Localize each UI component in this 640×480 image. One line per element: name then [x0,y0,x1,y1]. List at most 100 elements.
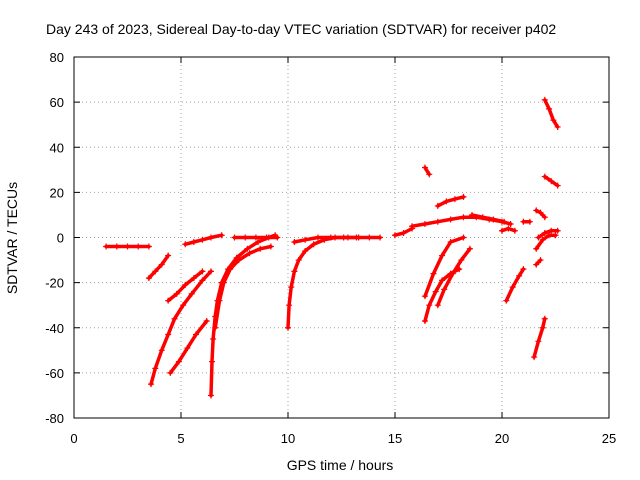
data-point [392,232,398,239]
data-point [288,284,295,291]
data-point [302,236,309,243]
series-s23 [531,315,548,361]
data-point [231,234,238,241]
data-point [210,336,217,343]
data-point [505,225,512,232]
data-point [447,216,454,223]
series-s11 [291,234,384,246]
data-point [257,245,264,252]
data-point [242,234,249,241]
series-s24 [533,257,544,268]
series-s20 [499,225,518,234]
data-point [533,207,540,214]
y-tick-label: 0 [57,231,64,246]
data-point [548,227,555,234]
data-point [353,234,360,241]
data-point [252,234,259,241]
x-tick-label: 20 [495,431,509,446]
data-point [235,257,242,264]
data-point [535,338,542,345]
data-point [145,243,152,250]
data-points [103,96,561,399]
data-point [167,369,174,376]
data-point [246,250,253,257]
data-point [165,297,172,304]
data-point [439,252,446,259]
data-point [244,245,251,252]
series-s22 [520,218,533,225]
series-s08 [212,243,274,331]
data-point [507,220,514,227]
data-point [441,286,448,293]
data-point [511,227,518,234]
data-point [520,266,527,273]
data-point [531,354,538,361]
data-point [552,232,559,239]
data-point [541,315,548,322]
data-point [184,345,191,352]
data-point [314,234,321,241]
data-point [541,214,548,221]
x-tick-label: 5 [177,431,184,446]
data-point [190,239,197,246]
axis-ticks: 0 5 10 15 20 25 -80 -60 -40 -20 0 20 40 60 80 [45,50,616,446]
x-tick-label: 10 [281,431,295,446]
y-tick-label: 80 [50,50,64,65]
data-point [503,297,510,304]
data-point [469,211,476,218]
data-point [192,331,199,338]
data-point [182,281,189,288]
data-point [400,229,407,236]
data-point [173,290,180,297]
data-point [434,302,441,309]
data-point [220,279,227,286]
data-point [554,182,561,189]
data-point [188,290,195,297]
data-point [541,96,548,103]
data-point [554,227,561,234]
series-track [436,195,466,208]
data-point [421,293,428,300]
data-point [451,196,458,203]
data-point [291,268,298,275]
series-s14 [421,164,433,178]
data-point [190,275,197,282]
data-point [460,214,467,221]
data-point [546,105,553,112]
data-point [103,243,110,250]
data-point [286,302,293,309]
data-point [207,268,214,275]
data-point [458,257,465,264]
data-point [152,365,159,372]
data-point [207,392,214,399]
data-point [509,284,516,291]
data-point [158,347,165,354]
series-track [504,267,526,303]
series-s17 [421,234,467,300]
data-point [148,381,155,388]
data-point [550,117,557,124]
series-track [168,319,209,375]
series-s25 [533,232,559,252]
data-point [227,266,234,273]
data-point [490,216,497,223]
data-point [165,331,172,338]
data-point [539,236,546,243]
data-point [460,234,467,241]
data-point [479,214,486,221]
data-point [499,227,505,234]
series-track [543,98,560,129]
series-s04 [165,268,206,304]
data-point [447,239,454,246]
data-point [434,218,441,225]
series-s01 [103,243,152,250]
data-point [548,178,555,185]
data-point [255,239,262,246]
series-s28 [541,173,561,189]
series-track [209,233,277,398]
series-s12 [392,225,416,239]
y-tick-label: 60 [50,95,64,110]
series-track [536,228,560,240]
data-point [426,302,433,309]
